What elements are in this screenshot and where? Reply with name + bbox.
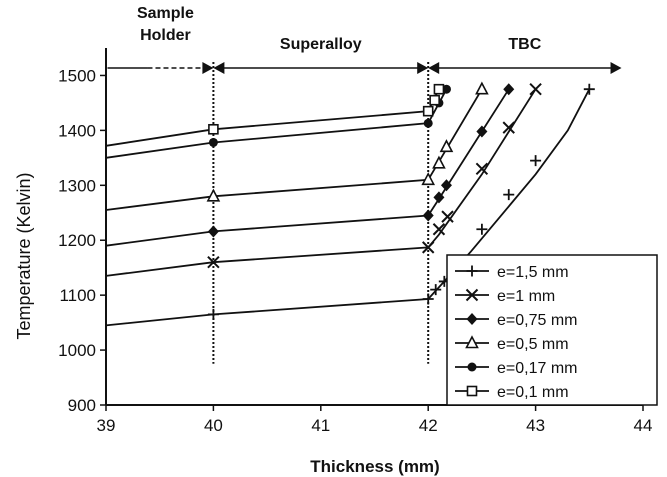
region-label: TBC [508,36,541,53]
data-point [423,210,434,222]
data-point [530,155,541,166]
legend-label: e=0,75 mm [497,312,577,329]
x-tick-label: 42 [419,416,438,435]
data-point [433,157,444,168]
y-tick-label: 1100 [59,286,96,305]
y-tick-label: 1200 [58,231,96,250]
data-point [476,83,487,94]
region-arrowhead [417,62,428,74]
data-point [424,119,433,128]
region-label: Superalloy [280,36,362,53]
y-tick-label: 1500 [58,66,96,85]
data-point [209,138,218,147]
data-point [476,125,487,137]
x-tick-label: 39 [97,416,116,435]
data-point [209,125,218,134]
x-tick-label: 41 [311,416,330,435]
series-circle [106,85,451,158]
region-label: Sample [137,5,194,22]
y-tick-label: 1000 [58,341,96,360]
y-tick-label: 900 [68,396,96,415]
data-point [208,225,219,237]
x-tick-label: 44 [634,416,653,435]
legend-label: e=0,1 mm [497,384,569,401]
legend-label: e=0,17 mm [497,360,577,377]
data-point [434,85,443,94]
data-point [208,309,219,320]
data-point [430,96,439,105]
data-point [530,84,541,95]
region-arrowhead [213,62,224,74]
legend: e=1,5 mm e=1 mm e=0,75 mm e=0,5 mm e=0,17 mm… [447,255,657,405]
y-tick-label: 1400 [58,121,96,140]
data-point [468,363,477,372]
series-line [106,89,536,276]
legend-label: e=1 mm [497,288,555,305]
y-tick-label: 1300 [58,176,96,195]
x-tick-label: 43 [526,416,545,435]
region-label: Holder [140,27,191,44]
data-point [503,189,514,200]
region-arrowhead [202,62,213,74]
x-axis-title: Thickness (mm) [310,457,439,476]
data-point [503,83,514,95]
legend-label: e=0,5 mm [497,336,569,353]
region-arrowhead [428,62,439,74]
x-tick-label: 40 [204,416,223,435]
data-point [584,84,595,95]
data-point [423,174,434,185]
region-arrowhead [611,62,622,74]
legend-label: e=1,5 mm [497,264,569,281]
data-point [424,107,433,116]
data-point [468,387,477,396]
y-axis-title: Temperature (Kelvin) [14,172,34,339]
